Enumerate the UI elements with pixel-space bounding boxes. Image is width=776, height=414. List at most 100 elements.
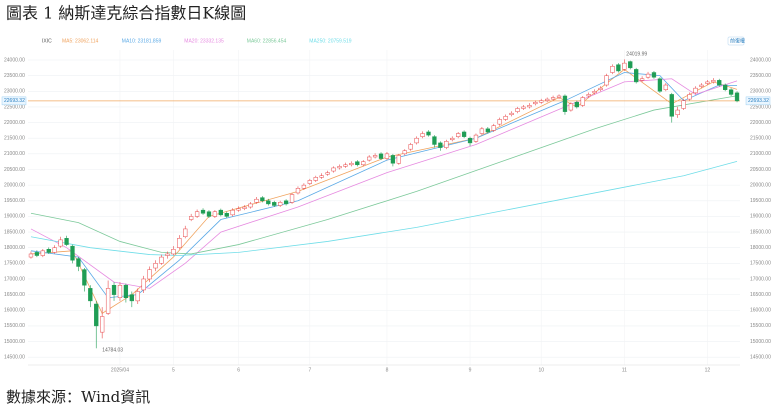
y-tick-label-right: 16000.00 xyxy=(750,308,771,314)
candle-body xyxy=(438,142,443,148)
title: 圖表 1 納斯達克綜合指數日K線圖 xyxy=(6,4,246,23)
candle-body xyxy=(117,284,123,298)
x-tick-label: 12 xyxy=(705,367,711,373)
candle-body xyxy=(663,84,668,90)
candle-body xyxy=(681,100,686,109)
candle-body xyxy=(723,84,728,90)
high-annotation: 24019.99 xyxy=(626,52,647,58)
candle-body xyxy=(105,288,111,314)
x-tick-label: 5 xyxy=(172,367,175,373)
candle-body xyxy=(260,197,265,202)
y-tick-label-right: 15000.00 xyxy=(750,339,771,345)
candle-body xyxy=(521,106,526,109)
y-tick-label: 22000.00 xyxy=(4,120,25,126)
candle-body xyxy=(598,87,603,90)
candle-body xyxy=(100,316,105,333)
candle-body xyxy=(717,80,722,86)
candle-body xyxy=(254,198,259,203)
candle-body xyxy=(40,250,45,256)
y-tick-label-right: 16500.00 xyxy=(750,292,771,298)
candle-body xyxy=(135,291,140,302)
y-tick-label-right: 19000.00 xyxy=(750,214,771,220)
y-tick-label-right: 23000.00 xyxy=(750,89,771,95)
candle-body xyxy=(153,263,158,269)
candle-body xyxy=(212,211,218,217)
candle-body xyxy=(479,128,485,134)
last-price-tag-right-label: 22693.32 xyxy=(748,98,769,104)
adjust-button[interactable] xyxy=(727,36,745,46)
x-tick-label: 6 xyxy=(237,367,240,373)
candle-body xyxy=(705,81,710,84)
candle-body xyxy=(651,72,657,78)
candle-body xyxy=(556,95,562,98)
candle-body xyxy=(515,108,520,112)
candle-body xyxy=(426,131,431,136)
candle-body xyxy=(355,161,360,166)
y-tick-label-right: 14500.00 xyxy=(750,355,771,361)
candle-body xyxy=(46,249,51,253)
candle-body xyxy=(159,256,164,264)
candle-body xyxy=(456,133,461,137)
candle-body xyxy=(669,94,674,117)
y-tick-label: 15500.00 xyxy=(4,323,25,329)
candle-body xyxy=(248,203,253,208)
candle-body xyxy=(408,144,413,150)
candle-body xyxy=(645,73,651,78)
y-tick-label: 23000.00 xyxy=(4,89,25,95)
candle-body xyxy=(693,87,698,94)
candle-body xyxy=(586,94,591,97)
x-tick-label: 8 xyxy=(386,367,389,373)
y-tick-label: 19500.00 xyxy=(4,198,25,204)
candle-body xyxy=(289,194,295,203)
candle-body xyxy=(622,62,627,70)
y-tick-label: 23500.00 xyxy=(4,73,25,79)
y-tick-label-right: 18500.00 xyxy=(750,229,771,235)
candle-body xyxy=(206,211,212,217)
candle-body xyxy=(295,188,301,194)
y-tick-label-right: 22000.00 xyxy=(750,120,771,126)
y-tick-label-right: 18000.00 xyxy=(750,245,771,251)
y-tick-label-right: 20500.00 xyxy=(750,167,771,173)
x-tick-label: 11 xyxy=(622,367,627,373)
last-price-tag-left xyxy=(1,96,27,106)
y-tick-label: 24000.00 xyxy=(4,57,25,63)
candle-body xyxy=(592,91,597,94)
low-annotation: 14784.03 xyxy=(102,348,123,354)
candle-body xyxy=(574,101,579,108)
last-price-tag-left-label: 22693.32 xyxy=(4,98,25,104)
plot: 14500.00 14500.00 15000.00 15000.00 15500.00… xyxy=(1,36,771,373)
candle-body xyxy=(129,294,134,302)
candle-body xyxy=(444,141,449,148)
candle-body xyxy=(527,105,532,108)
candle-body xyxy=(491,125,496,131)
candle-body xyxy=(675,109,680,116)
candle-body xyxy=(200,209,206,214)
candle-body xyxy=(337,166,342,169)
candle-body xyxy=(266,200,271,205)
candle-body xyxy=(64,238,69,245)
candle-body xyxy=(242,206,247,209)
y-tick-label: 18500.00 xyxy=(4,229,25,235)
legend-entry: MA20: 23332.135 xyxy=(184,38,224,44)
candle-body xyxy=(278,202,283,206)
candle-body xyxy=(94,303,99,327)
candle-body xyxy=(432,136,437,145)
candle-body xyxy=(141,278,146,291)
candle-body xyxy=(34,252,40,256)
y-tick-label-right: 17500.00 xyxy=(750,261,771,267)
y-tick-label: 20500.00 xyxy=(4,167,25,173)
legend-entry: MA5: 23062.114 xyxy=(62,38,99,44)
candle-body xyxy=(171,249,176,255)
candle-body xyxy=(503,116,508,120)
y-tick-label-right: 17000.00 xyxy=(750,276,771,282)
y-tick-label: 19000.00 xyxy=(4,214,25,220)
y-tick-label: 20000.00 xyxy=(4,182,25,188)
y-tick-label: 17000.00 xyxy=(4,276,25,282)
candle-body xyxy=(349,162,354,166)
candle-body xyxy=(414,137,419,144)
candle-body xyxy=(450,137,455,141)
x-tick-label: 7 xyxy=(308,367,311,373)
legend-entry: MA10: 23181.859 xyxy=(122,38,162,44)
y-tick-label-right: 20000.00 xyxy=(750,182,771,188)
legend-entry: MA60: 22856.454 xyxy=(247,38,287,44)
